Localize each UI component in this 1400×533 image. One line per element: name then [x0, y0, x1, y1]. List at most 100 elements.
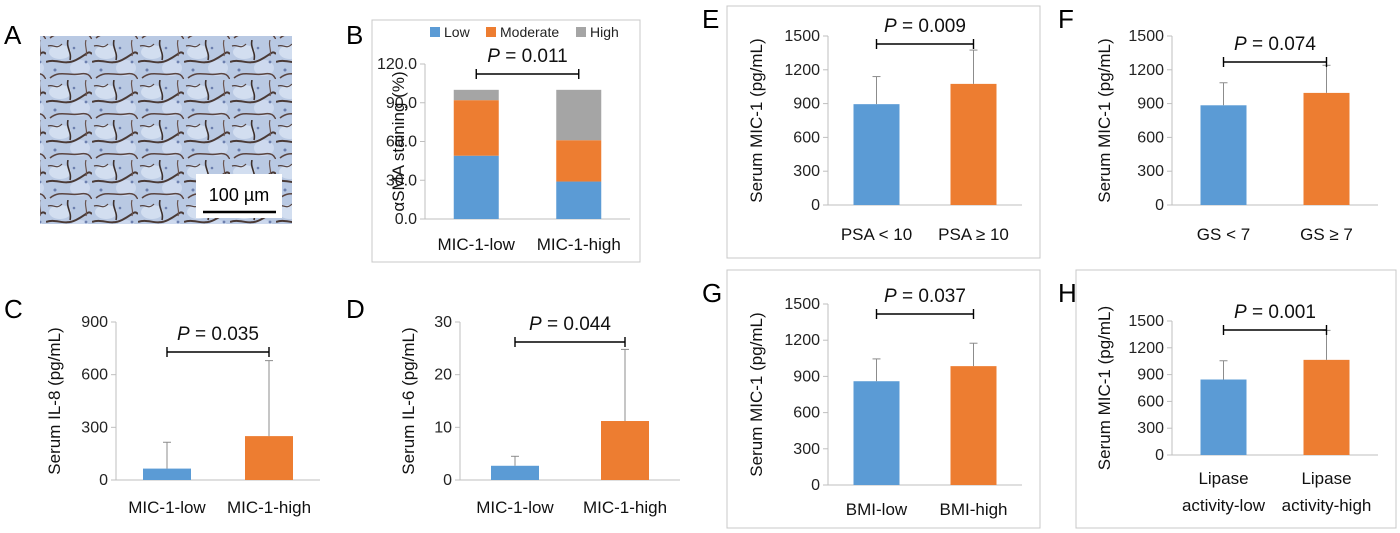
p-value-symbol: P	[884, 286, 897, 307]
bar-low-2	[556, 181, 602, 219]
bar-1	[143, 468, 191, 480]
y-axis-label: Serum MIC-1 (pg/mL)	[747, 312, 766, 476]
y-axis-label: Serum IL-8 (pg/mL)	[45, 327, 64, 474]
p-value-symbol: P	[1234, 34, 1247, 55]
category-label-line: activity-low	[1182, 496, 1266, 515]
p-value-label: P = 0.011	[487, 46, 567, 67]
p-value-label: P = 0.001	[1234, 302, 1316, 323]
p-value-symbol: P	[1234, 302, 1247, 323]
category-label-line: activity-high	[1282, 496, 1372, 515]
panel-b-frame	[371, 19, 641, 263]
category-label-line: Lipase	[1301, 469, 1351, 488]
y-tick-label: 10	[434, 419, 452, 436]
p-value-symbol: P	[487, 46, 500, 67]
y-tick-label: 600	[81, 367, 108, 384]
y-tick-label: 0	[1155, 197, 1164, 214]
panel-letter-h: H	[1058, 278, 1077, 308]
y-tick-label: 1500	[784, 28, 820, 45]
panel-h-chart: H 0 300 600 900 1200 1500 Serum MIC-1 (pg/mL) Li…	[1058, 269, 1397, 529]
y-tick-label: 0	[443, 472, 452, 489]
bar-2	[245, 436, 293, 480]
y-tick-label: 20	[434, 367, 452, 384]
y-tick-label: 900	[793, 368, 820, 385]
y-tick-label: 0	[811, 477, 820, 494]
y-tick-label: 300	[1137, 163, 1164, 180]
bar-2	[950, 366, 997, 485]
panel-letter-e: E	[702, 4, 719, 34]
p-value-label: P = 0.074	[1234, 34, 1316, 55]
y-tick-label: 900	[793, 96, 820, 113]
bar-moderate-2	[556, 140, 602, 182]
y-tick-label: 1200	[784, 332, 820, 349]
p-value-text: = 0.011	[500, 46, 568, 67]
panel-e-frame	[726, 5, 1041, 259]
p-value-label: P = 0.009	[884, 16, 966, 37]
bar-2	[1303, 359, 1350, 455]
p-value-text: = 0.074	[1247, 34, 1317, 55]
legend-swatch-low	[430, 27, 440, 37]
p-value-symbol: P	[529, 314, 542, 335]
p-value-symbol: P	[177, 324, 190, 345]
p-value-label: P = 0.044	[529, 314, 611, 335]
y-tick-label: 1500	[1128, 28, 1164, 45]
y-axis-label: Serum MIC-1 (pg/mL)	[1095, 306, 1114, 470]
bar-high-2	[556, 89, 602, 141]
panel-letter-g: G	[702, 278, 722, 308]
bar-2	[1303, 92, 1350, 205]
bar-1	[491, 465, 539, 480]
category-label-1: GS < 7	[1197, 225, 1250, 244]
legend-label-high: High	[590, 24, 619, 40]
bar-1	[853, 104, 900, 205]
y-tick-label: 900	[1137, 96, 1164, 113]
category-label-line: Lipase	[1198, 469, 1248, 488]
y-tick-label: 300	[793, 163, 820, 180]
y-tick-label: 1500	[784, 296, 820, 313]
panel-a-micrograph: A 100 µm	[4, 20, 292, 224]
p-value-symbol: P	[884, 16, 897, 37]
y-tick-label: 900	[81, 314, 108, 331]
p-value-label: P = 0.035	[177, 324, 259, 345]
y-tick-label: 900	[1137, 367, 1164, 384]
p-value-text: = 0.037	[897, 286, 966, 307]
y-tick-label: 1200	[1128, 62, 1164, 79]
y-tick-label: 0.0	[395, 211, 417, 228]
panel-letter-c: C	[4, 294, 23, 324]
y-tick-label: 600	[793, 129, 820, 146]
p-value-text: = 0.001	[1247, 302, 1316, 323]
panel-letter-b: B	[346, 20, 363, 50]
category-label-2: GS ≥ 7	[1300, 225, 1353, 244]
bar-moderate-1	[453, 100, 499, 156]
category-label-2: PSA ≥ 10	[938, 225, 1009, 244]
panel-letter-d: D	[346, 294, 365, 324]
y-tick-label: 90.0	[386, 95, 417, 112]
panel-letter-f: F	[1058, 4, 1074, 34]
panel-f-chart: F 0 300 600 900 1200 1500 Serum MIC-1 (pg/mL) GS…	[1058, 4, 1378, 244]
p-value-label: P = 0.037	[884, 286, 966, 307]
category-label-1: BMI-low	[846, 500, 908, 519]
y-tick-label: 60.0	[386, 134, 417, 151]
legend-swatch-moderate	[486, 27, 496, 37]
category-label-1: MIC-1-low	[476, 498, 554, 517]
panel-e-chart: E 0 300 600 900 1200 1500 Serum MIC-1 (pg/mL) PS…	[702, 4, 1041, 259]
legend-swatch-high	[576, 27, 586, 37]
scale-bar-box	[196, 174, 282, 218]
scale-bar-label: 100 µm	[209, 185, 269, 205]
y-tick-label: 0	[99, 472, 108, 489]
legend-label-low: Low	[444, 24, 471, 40]
y-tick-label: 300	[1137, 420, 1164, 437]
category-label-2: MIC-1-high	[583, 498, 667, 517]
category-label-1: MIC-1-low	[128, 498, 206, 517]
panel-g-frame	[726, 269, 1041, 529]
y-tick-label: 300	[793, 441, 820, 458]
y-tick-label: 30.0	[386, 172, 417, 189]
p-value-text: = 0.009	[897, 16, 966, 37]
y-axis-label: Serum MIC-1 (pg/mL)	[747, 38, 766, 202]
bar-2	[950, 83, 997, 205]
p-value-text: = 0.044	[542, 314, 612, 335]
y-axis-label: αSMA staining (%)	[389, 71, 408, 211]
category-label-2: BMI-high	[939, 500, 1007, 519]
y-tick-label: 1200	[784, 62, 820, 79]
category-label-1: PSA < 10	[841, 225, 912, 244]
y-axis-label: Serum IL-6 (pg/mL)	[399, 327, 418, 474]
